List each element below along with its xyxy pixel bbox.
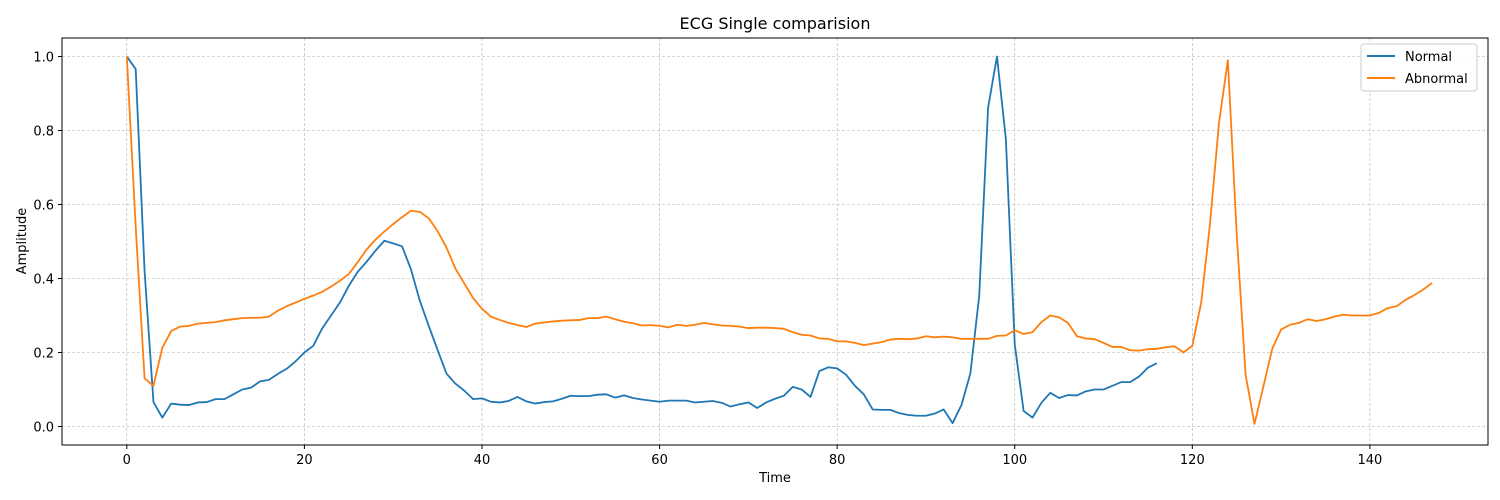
legend-label-abnormal: Abnormal xyxy=(1405,72,1468,87)
y-tick-label: 0.6 xyxy=(33,199,54,214)
grid-lines xyxy=(62,38,1488,445)
x-tick-label: 120 xyxy=(1180,453,1205,468)
x-tick-label: 20 xyxy=(296,453,313,468)
x-tick-label: 100 xyxy=(1002,453,1027,468)
y-axis: 0.0 0.2 0.4 0.6 0.8 1.0 xyxy=(33,51,62,436)
x-tick-label: 0 xyxy=(123,453,131,468)
x-tick-label: 40 xyxy=(474,453,491,468)
y-tick-label: 0.0 xyxy=(33,421,54,436)
series-line-normal xyxy=(126,55,1158,425)
y-axis-label: Amplitude xyxy=(15,208,30,275)
plot-frame xyxy=(61,37,1489,446)
x-tick-label: 60 xyxy=(651,453,668,468)
y-tick-label: 0.4 xyxy=(33,273,54,288)
y-tick-label: 0.2 xyxy=(33,347,54,362)
x-tick-label: 80 xyxy=(829,453,846,468)
y-tick-label: 0.8 xyxy=(33,125,54,140)
x-axis-label: Time xyxy=(758,471,791,486)
chart-title: ECG Single comparision xyxy=(680,14,871,33)
legend-label-normal: Normal xyxy=(1405,50,1452,65)
legend: Normal Abnormal xyxy=(1360,43,1478,92)
y-tick-label: 1.0 xyxy=(33,51,54,66)
x-axis: 0 20 40 60 80 100 120 140 xyxy=(123,445,1382,468)
series-line-abnormal xyxy=(125,56,1433,425)
x-tick-label: 140 xyxy=(1357,453,1382,468)
series-layer xyxy=(125,55,1433,425)
